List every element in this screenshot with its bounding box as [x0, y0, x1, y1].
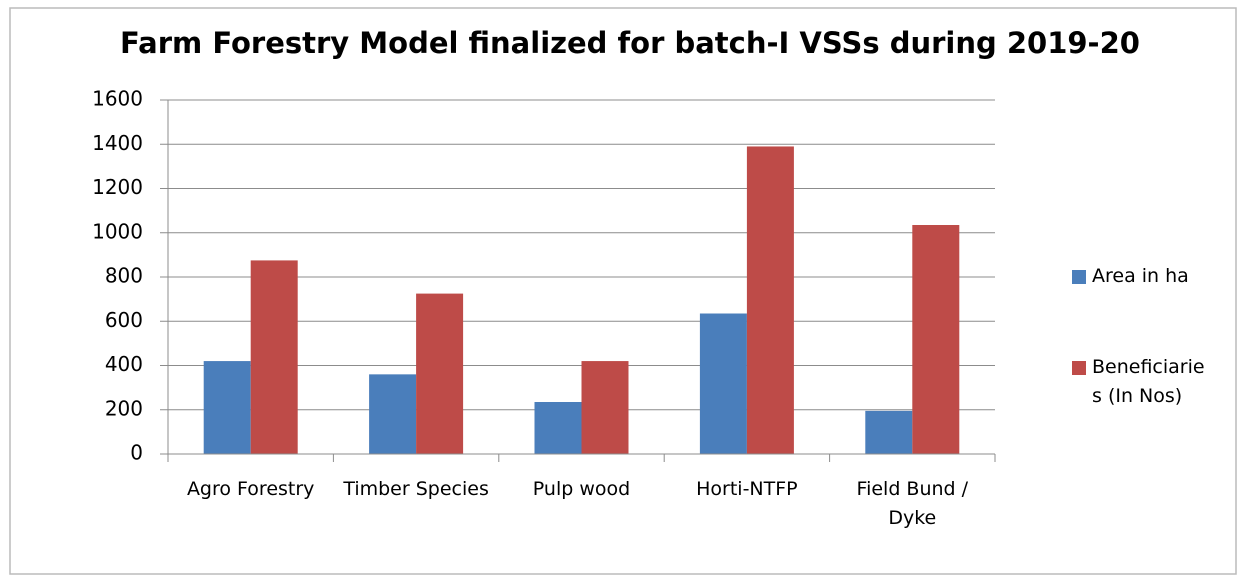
bar — [699, 313, 747, 454]
x-tick-label: Horti-NTFP — [696, 478, 798, 500]
y-tick-label: 400 — [105, 352, 143, 376]
bar — [746, 146, 794, 454]
bar — [912, 225, 960, 454]
chart-title: Farm Forestry Model finalized for batch-… — [120, 26, 1140, 60]
x-tick-label: Field Bund / Dyke — [856, 478, 969, 529]
legend-label: Area in ha — [1092, 265, 1189, 287]
y-tick-label: 1000 — [92, 219, 143, 243]
x-tick-label: Agro Forestry — [186, 478, 315, 500]
bar — [250, 260, 298, 454]
x-tick-label: Timber Species — [343, 478, 489, 500]
legend-label: Beneficiaries (In Nos) — [1092, 356, 1205, 407]
bar — [865, 410, 913, 454]
y-tick-label: 0 — [130, 441, 143, 465]
y-tick-label: 200 — [105, 396, 143, 420]
y-tick-label: 800 — [105, 264, 143, 288]
bar — [416, 293, 464, 454]
y-tick-label: 1600 — [92, 87, 143, 111]
bar — [534, 402, 582, 454]
x-tick-label: Pulp wood — [532, 478, 631, 500]
bar — [581, 361, 629, 454]
y-tick-label: 1200 — [92, 175, 143, 199]
legend-swatch — [1072, 270, 1086, 284]
bar — [203, 361, 251, 454]
legend-swatch — [1072, 361, 1086, 375]
y-tick-label: 600 — [105, 308, 143, 332]
bar — [369, 374, 417, 454]
chart-border — [9, 7, 1237, 575]
y-tick-label: 1400 — [92, 131, 143, 155]
